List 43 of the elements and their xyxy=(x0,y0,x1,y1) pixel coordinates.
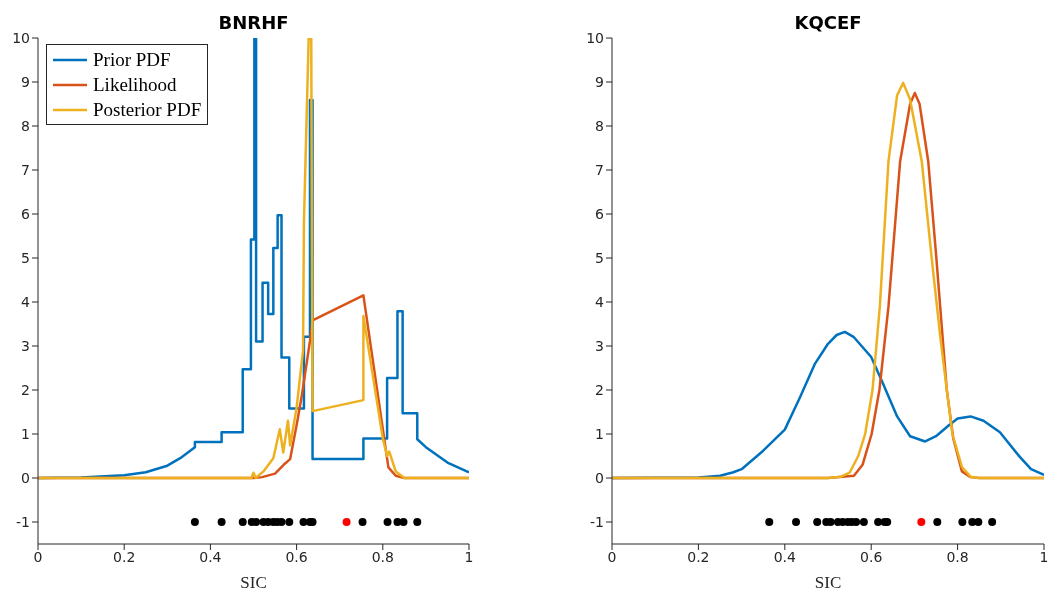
y-tick-label: 4 xyxy=(21,293,31,310)
y-tick-label: 5 xyxy=(21,249,30,266)
x-tick-label: 0.6 xyxy=(860,548,883,565)
legend-label: Posterior PDF xyxy=(93,98,202,122)
y-tick-label: 2 xyxy=(21,381,30,398)
x-tick-label: 1 xyxy=(1039,548,1049,565)
y-tick-label: -1 xyxy=(16,513,30,530)
y-tick-label: 7 xyxy=(595,161,604,178)
legend-label: Likelihood xyxy=(93,73,177,97)
y-tick-label: 8 xyxy=(21,117,30,134)
y-tick-label: 9 xyxy=(595,73,604,90)
x-tick-label: 0.4 xyxy=(773,548,797,565)
y-tick-label: 7 xyxy=(21,161,30,178)
x-tick-label: 0 xyxy=(607,548,617,565)
y-tick-label: 9 xyxy=(21,73,30,90)
y-tick-label: 6 xyxy=(595,205,605,222)
x-tick-label: 0.2 xyxy=(113,548,136,565)
x-tick-label: 0.4 xyxy=(199,548,222,565)
legend-label: Prior PDF xyxy=(93,48,171,72)
y-tick-label: 1 xyxy=(595,425,604,442)
x-tick-label: 0.2 xyxy=(687,548,710,565)
y-tick-label: 1 xyxy=(21,425,30,442)
y-tick-label: 0 xyxy=(595,469,604,486)
y-tick-label: 0 xyxy=(21,469,30,486)
y-tick-label: 10 xyxy=(12,29,30,46)
y-tick-label: 3 xyxy=(21,337,30,354)
y-tick-label: 8 xyxy=(595,117,604,134)
y-tick-label: 2 xyxy=(595,381,604,398)
y-tick-label: 4 xyxy=(595,293,605,310)
x-tick-label: 0 xyxy=(33,548,43,565)
x-tick-label: 0.6 xyxy=(285,548,308,565)
x-axis-title: SIC xyxy=(240,573,267,592)
x-tick-label: 1 xyxy=(464,548,474,565)
y-tick-label: 5 xyxy=(595,249,604,266)
y-tick-label: 6 xyxy=(21,205,31,222)
chart-title: KQCEF xyxy=(793,12,863,33)
x-tick-label: 0.8 xyxy=(371,548,394,565)
y-tick-label: 10 xyxy=(586,29,604,46)
y-tick-label: -1 xyxy=(590,513,604,530)
chart-title: BNRHF xyxy=(217,12,290,33)
y-tick-label: 3 xyxy=(595,337,604,354)
x-tick-label: 0.8 xyxy=(946,548,969,565)
x-axis-title: SIC xyxy=(814,573,842,592)
